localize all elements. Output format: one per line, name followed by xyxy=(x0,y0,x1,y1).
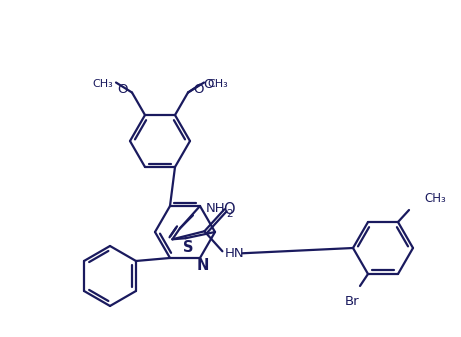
Text: HN: HN xyxy=(225,247,244,260)
Text: 2: 2 xyxy=(226,209,232,219)
Text: O: O xyxy=(203,78,213,91)
Text: NH: NH xyxy=(206,202,225,215)
Text: O: O xyxy=(193,83,203,96)
Text: CH₃: CH₃ xyxy=(207,79,228,89)
Text: N: N xyxy=(197,258,209,274)
Text: O: O xyxy=(118,83,128,96)
Text: O: O xyxy=(224,202,235,217)
Text: S: S xyxy=(183,240,194,255)
Text: CH₃: CH₃ xyxy=(92,79,113,89)
Text: CH₃: CH₃ xyxy=(424,191,446,205)
Text: Br: Br xyxy=(345,296,359,308)
